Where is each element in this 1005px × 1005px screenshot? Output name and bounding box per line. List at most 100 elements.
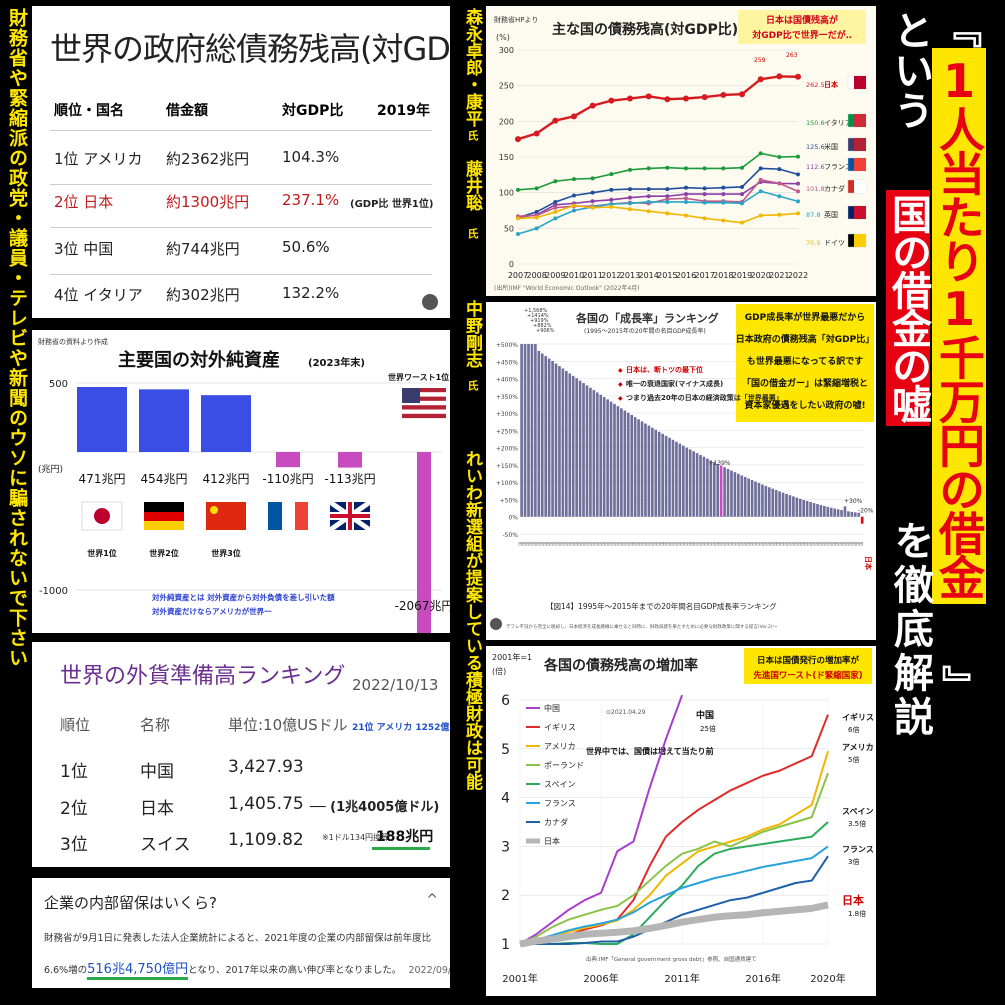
flag-フランス-icon — [268, 502, 308, 530]
dg-end-value: 125.6 — [806, 143, 825, 151]
dg-xtick: 2011 — [582, 271, 602, 280]
collapse-caret[interactable]: ^ — [426, 892, 438, 908]
svg-text:国: 国 — [748, 542, 753, 546]
nfa-value-label: 454兆円 — [141, 472, 188, 486]
gr-bar — [544, 356, 548, 517]
dg-end-value: 112.6 — [806, 163, 825, 171]
dg-point — [740, 201, 744, 206]
gr-bar — [616, 406, 620, 517]
svg-text:国: 国 — [807, 542, 812, 546]
debt-table-cell: 132.2% — [282, 284, 340, 302]
svg-text:国: 国 — [587, 542, 592, 546]
gr-bar — [657, 431, 661, 517]
dg-point — [702, 186, 707, 191]
svg-text:国: 国 — [566, 542, 571, 546]
svg-text:国: 国 — [573, 542, 578, 546]
svg-text:国: 国 — [669, 542, 674, 546]
retained-earnings-panel: 企業の内部留保はいくら? ^ 財務省が9月1日に発表した法人企業統計によると、2… — [32, 878, 450, 988]
di-legend-label: スペイン — [544, 780, 575, 789]
reserves-cell: 2位 — [60, 799, 88, 819]
title-sub-3: を徹底解説 — [887, 520, 933, 740]
nfa-title: 主要国の対外純資産 — [118, 349, 280, 371]
retained-title: 企業の内部留保はいくら? — [44, 894, 217, 912]
svg-text:国: 国 — [686, 542, 691, 546]
dg-point — [572, 208, 576, 213]
dg-point — [796, 181, 800, 186]
di-callout: 日本は国債発行の増加率が — [757, 655, 860, 666]
dg-point — [665, 211, 670, 216]
debt-increase-chart: 2001年=1 (倍) 各国の債務残高の増加率 日本は国債発行の増加率が先進国ワースト… — [492, 648, 874, 985]
gr-bar — [644, 423, 647, 517]
svg-text:国: 国 — [690, 542, 695, 546]
di-line-カナダ — [520, 855, 829, 945]
gr-bar — [527, 344, 530, 517]
gr-bar — [716, 463, 720, 517]
gr-ytick: +150% — [496, 463, 518, 470]
gr-bar — [551, 361, 554, 517]
debt-table-title: 世界の政府総債務残高(対GDP比) — [50, 30, 450, 68]
title-sub-2: 国の借金の嘘 — [885, 190, 931, 426]
nfa-worst-label: 世界ワースト1位 — [388, 372, 449, 382]
di-legend-label: アメリカ — [544, 742, 576, 751]
gr-bar — [840, 510, 843, 517]
dg-end-name: 英国 — [824, 210, 838, 219]
di-xtick: 2020年 — [810, 972, 845, 985]
svg-text:国: 国 — [831, 542, 836, 546]
di-xtick: 2011年 — [664, 972, 699, 985]
gr-bar — [606, 399, 609, 517]
di-china-label: 中国 — [696, 709, 714, 721]
dg-point — [757, 76, 764, 83]
nfa-ytick: 500 — [49, 379, 68, 390]
di-ytick: 3 — [501, 839, 510, 855]
dg-point — [683, 95, 689, 102]
dg-point — [572, 177, 576, 182]
svg-text:国: 国 — [793, 542, 798, 546]
dg-point — [702, 192, 707, 197]
svg-text:国: 国 — [621, 542, 626, 546]
dg-point — [701, 94, 708, 101]
di-title: 各国の債務残高の増加率 — [543, 657, 698, 674]
reserves-cell: 1,405.75 — [228, 794, 304, 814]
dg-point — [646, 199, 651, 204]
debt-table-cell: 約744兆円 — [166, 240, 240, 258]
reserves-title: 世界の外貨準備高ランキング — [60, 664, 346, 689]
gr-japan-label: 日本 — [864, 556, 873, 570]
dg-point — [684, 196, 688, 201]
side-caption-left: 財務省や緊縮派の政党・議員・テレビや新聞のウソに騙されないで下さい — [6, 8, 28, 668]
svg-text:国: 国 — [535, 542, 540, 546]
gr-bar — [853, 512, 857, 517]
gr-bar — [819, 505, 823, 517]
dg-end-value: 262.5 — [806, 81, 825, 89]
retained-highlight: 516兆4,750億円 — [87, 962, 189, 980]
gr-bar — [836, 509, 840, 517]
debt-table-cell: 約1300兆円 — [166, 193, 250, 211]
debt-table-header: 2019年 — [377, 103, 430, 119]
gr-bar — [664, 435, 668, 517]
svg-text:国: 国 — [593, 542, 598, 546]
svg-text:国: 国 — [569, 542, 574, 546]
gr-bar — [712, 462, 716, 517]
gr-bar — [681, 445, 685, 517]
di-date: ⊙2021.04.29 — [606, 709, 646, 716]
svg-text:国: 国 — [525, 542, 530, 546]
svg-text:国: 国 — [741, 542, 746, 546]
gr-bar — [743, 476, 747, 517]
svg-text:国: 国 — [628, 542, 633, 546]
di-end-sub: 1.8倍 — [848, 909, 866, 918]
flag-アメリカ-icon — [402, 388, 446, 419]
dg-point — [534, 215, 539, 220]
gr-bar — [860, 516, 864, 524]
gr-bar — [675, 441, 678, 517]
dg-xtick: 2012 — [601, 271, 621, 280]
dg-footnote: (出所)IMF "World Economic Outlook" (2022年4… — [494, 284, 640, 292]
svg-text:国: 国 — [762, 542, 767, 546]
nfa-note: 対外資産だけならアメリカが世界一 — [151, 606, 272, 616]
svg-text:国: 国 — [559, 542, 564, 546]
gr-callout: 資本家優遇をしたい政府の嘘! — [744, 399, 865, 411]
dg-point — [684, 213, 688, 218]
gr-bar — [558, 366, 561, 517]
dg-point — [533, 130, 540, 137]
debt-increase-panel: 2001年=1 (倍) 各国の債務残高の増加率 日本は国債発行の増加率が 先進国ワースト… — [486, 646, 876, 996]
svg-text:国: 国 — [707, 542, 712, 546]
dg-xtick: 2018 — [713, 271, 733, 280]
